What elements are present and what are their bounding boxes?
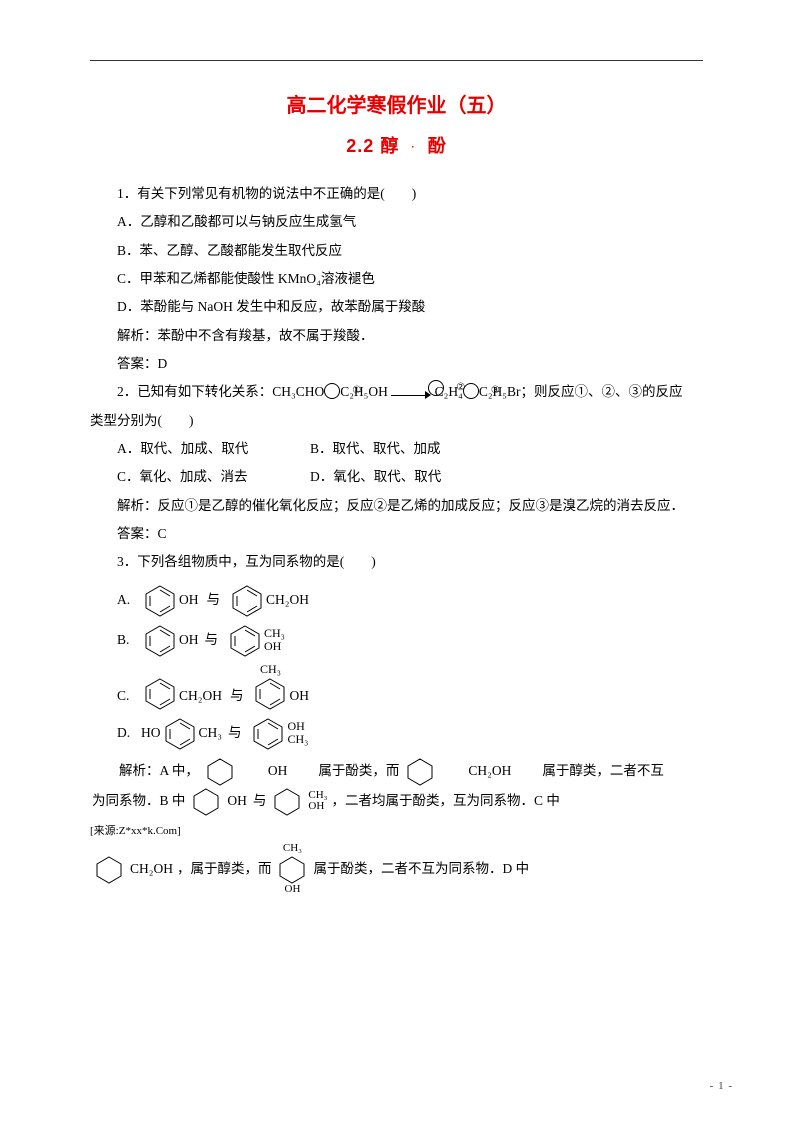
q2-ans: 答案：C bbox=[90, 520, 703, 548]
q3-expl-f2: 属于酚类，二者不互为同系物．D 中 bbox=[313, 855, 529, 883]
q3-expl-oh2: OH bbox=[227, 787, 247, 815]
q3-D-ch3: CH₃ bbox=[199, 719, 222, 747]
benzene-icon bbox=[251, 676, 289, 710]
benzene-icon bbox=[141, 623, 179, 657]
q3-optB: B. OH 与 CH₃ OH bbox=[117, 623, 703, 657]
benzene-icon bbox=[92, 854, 126, 884]
q2-stem-c: 类型分别为( ) bbox=[90, 407, 703, 435]
benzene-icon bbox=[403, 756, 437, 786]
q3-expl-ohx: OH bbox=[308, 800, 324, 812]
benzene-icon bbox=[141, 583, 179, 617]
q3-expl-line1: 解析：A 中， OH 属于酚类，而 CH₂OH 属于醇类，二者不互 bbox=[90, 756, 703, 786]
q3-expl-c: 属于醇类，二者不互 bbox=[515, 757, 664, 785]
benzene-icon bbox=[226, 623, 264, 657]
q3-expl-ch3b: CH₃ bbox=[283, 842, 302, 854]
q3-stem: 3．下列各组物质中，互为同系物的是( ) bbox=[90, 548, 703, 576]
arrow-icon: ② bbox=[391, 385, 431, 401]
q3-B-label: B. bbox=[117, 626, 141, 654]
q3-B-oh: OH bbox=[179, 626, 199, 654]
q2-stem-a: 2．已知有如下转化关系：CH₃CHO bbox=[117, 384, 324, 399]
q3-C-and: 与 bbox=[230, 682, 244, 710]
q3-expl-b2: CH₃ OH bbox=[308, 790, 327, 812]
title-sub: 2.2 醇 · 酚 bbox=[90, 132, 703, 158]
q1-optB: B．苯、乙醇、乙酸都能发生取代反应 bbox=[90, 237, 703, 265]
q3-D-and: 与 bbox=[228, 719, 242, 747]
q2-stem: 2．已知有如下转化关系：CH₃CHO①C₂H₅OH ② C₂H₄③C₂H₅Br；… bbox=[90, 378, 703, 406]
q3-expl-ch2oh1: CH₂OH bbox=[441, 757, 511, 785]
benzene-icon bbox=[161, 716, 199, 750]
title-main: 高二化学寒假作业（五） bbox=[90, 89, 703, 118]
page: 高二化学寒假作业（五） 2.2 醇 · 酚 1．有关下列常见有机物的说法中不正确… bbox=[0, 0, 793, 1122]
q2-row-cd: C．氧化、加成、消去 D．氧化、取代、取代 bbox=[90, 463, 703, 491]
q1-optD: D．苯酚能与 NaOH 发生中和反应，故苯酚属于羧酸 bbox=[90, 293, 703, 321]
content: 1．有关下列常见有机物的说法中不正确的是( ) A．乙醇和乙酸都可以与钠反应生成… bbox=[90, 180, 703, 895]
q3-expl-e: ，二者均属于酚类，互为同系物．C 中 bbox=[332, 787, 560, 815]
q3-expl-a: 解析：A 中， bbox=[92, 757, 199, 785]
q3-optD: D. HO CH₃ 与 OH CH₃ bbox=[117, 716, 703, 750]
q2-expl: 解析：反应①是乙醇的催化氧化反应；反应②是乙烯的加成反应；反应③是溴乙烷的消去反… bbox=[90, 492, 703, 520]
top-rule bbox=[90, 60, 703, 61]
q3-D-label: D. bbox=[117, 719, 141, 747]
q3-C-ch2oh: CH₂OH bbox=[179, 682, 222, 710]
benzene-icon bbox=[270, 786, 304, 816]
circ-1: ① bbox=[324, 383, 340, 399]
benzene-icon bbox=[228, 583, 266, 617]
q1-expl: 解析：苯酚中不含有羧基，故不属于羧酸． bbox=[90, 322, 703, 350]
q3-expl-oh1: OH bbox=[241, 757, 288, 785]
q3-optC: C. CH₂OH 与 CH₃ OH bbox=[117, 663, 703, 710]
benzene-icon bbox=[275, 854, 309, 884]
q3-C-ch3: CH₃ bbox=[260, 662, 281, 676]
page-number: - 1 - bbox=[710, 1080, 733, 1092]
q3-expl-ch2oh2: CH₂OH bbox=[130, 855, 173, 883]
q3-C-oh: OH bbox=[289, 682, 309, 710]
q3-expl-line3: CH₂OH ，属于醇类，而 CH₃ OH 属于酚类，二者不互为同系物．D 中 bbox=[90, 843, 703, 895]
q3-A-ch2oh: CH₂OH bbox=[266, 586, 309, 614]
benzene-icon bbox=[203, 756, 237, 786]
title-sub-b: 酚 bbox=[428, 136, 447, 156]
q3-D-ch3b: CH₃ bbox=[287, 732, 308, 746]
q2-row-ab: A．取代、加成、取代 B．取代、取代、加成 bbox=[90, 435, 703, 463]
q3-A-oh: OH bbox=[179, 586, 199, 614]
q1-optA: A．乙醇和乙酸都可以与钠反应生成氢气 bbox=[90, 208, 703, 236]
q3-D-oh: OH bbox=[287, 719, 304, 733]
q3-D-sub: OH CH₃ bbox=[287, 720, 308, 746]
q3-C-right: CH₃ bbox=[251, 663, 289, 710]
benzene-icon bbox=[249, 716, 287, 750]
benzene-icon bbox=[141, 676, 179, 710]
q2-optA: A．取代、加成、取代 bbox=[90, 435, 310, 463]
q3-expl-f1: ，属于醇类，而 bbox=[177, 855, 272, 883]
q3-A-and: 与 bbox=[207, 586, 221, 614]
q2-optC: C．氧化、加成、消去 bbox=[90, 463, 310, 491]
q3-expl-line2: 为同系物．B 中 OH 与 CH₃ OH ，二者均属于酚类，互为同系物．C 中 bbox=[90, 786, 703, 816]
q3-expl-mid: CH₃ OH bbox=[275, 843, 309, 895]
title-sub-a: 2.2 醇 bbox=[346, 136, 399, 156]
q3-D-ho: HO bbox=[141, 719, 161, 747]
title-dot: · bbox=[405, 142, 421, 153]
circ-3: ③ bbox=[463, 383, 479, 399]
q1-optC: C．甲苯和乙烯都能使酸性 KMnO₄溶液褪色 bbox=[90, 265, 703, 293]
q3-B-oh2: OH bbox=[264, 639, 281, 653]
q2-stem-b3: C₂H₅Br；则反应①、②、③的反应 bbox=[479, 384, 683, 399]
q2-stem-b1: C₂H₅OH bbox=[340, 384, 388, 399]
q3-expl-d: 为同系物．B 中 bbox=[92, 787, 185, 815]
q3-expl-oh3: OH bbox=[285, 883, 301, 895]
benzene-icon bbox=[189, 786, 223, 816]
q3-expl-b: 属于酚类，而 bbox=[291, 757, 399, 785]
q1-stem: 1．有关下列常见有机物的说法中不正确的是( ) bbox=[90, 180, 703, 208]
q1-ans: 答案：D bbox=[90, 350, 703, 378]
q3-optA: A. OH 与 CH₂OH bbox=[117, 583, 703, 617]
source-note: [来源:Z*xx*k.Com] bbox=[90, 820, 703, 843]
q3-expl-and: 与 bbox=[253, 787, 267, 815]
q3-B-ch3: CH₃ bbox=[264, 626, 285, 640]
q2-optB: B．取代、取代、加成 bbox=[310, 435, 441, 463]
q3-B-sub: CH₃ OH bbox=[264, 627, 285, 653]
q3-A-label: A. bbox=[117, 586, 141, 614]
q3-B-and: 与 bbox=[205, 626, 219, 654]
q2-optD: D．氧化、取代、取代 bbox=[310, 463, 441, 491]
q3-C-label: C. bbox=[117, 682, 141, 710]
